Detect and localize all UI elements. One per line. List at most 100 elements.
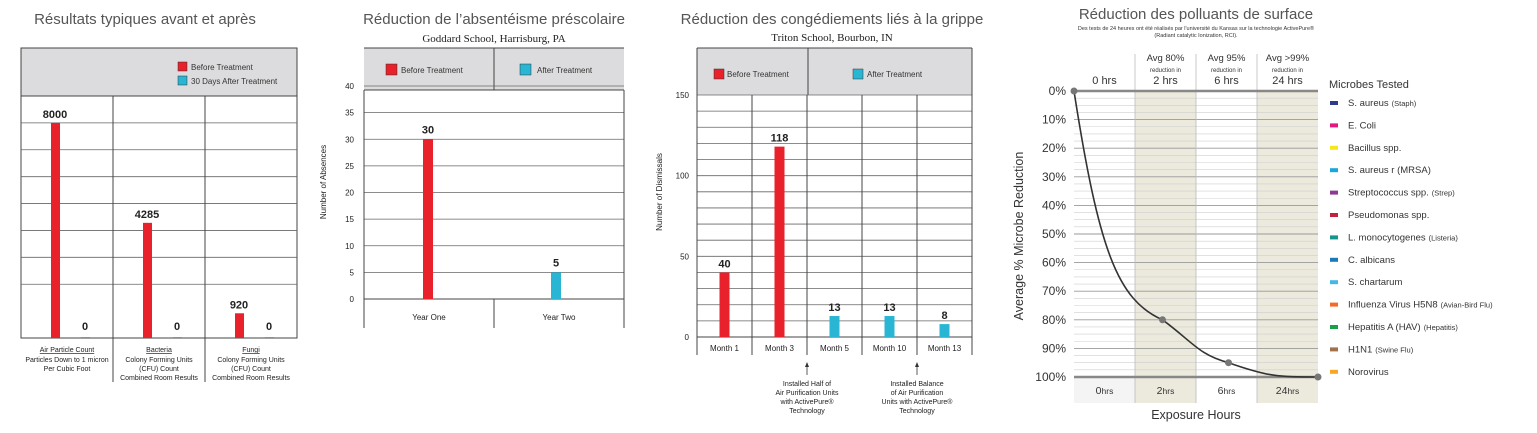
x-tick-label: Month 10 [873,344,907,353]
bar [884,316,895,337]
category-description: Combined Room Results [212,375,290,382]
x-tick-label: 24hrs [1276,385,1300,397]
legend-label: 30 Days After Treatment [191,77,278,86]
x-tick-label: Year One [412,313,446,322]
microbe-name: E. Coli [1348,120,1376,131]
y-tick-label: 70% [1042,284,1066,298]
chart-subtitle: Des tests de 24 heures ont été réalisés … [1078,25,1314,32]
column-header: Avg 80% [1147,53,1185,64]
microbe-note: (Strep) [1432,189,1455,198]
bar [719,272,730,337]
legend-swatch [1330,123,1338,128]
legend-label: Before Treatment [191,63,254,72]
annotation-text: Installed Half of [783,381,831,388]
y-tick-label: 150 [676,91,690,100]
legend-header [697,48,972,95]
data-label: 920 [230,299,248,311]
microbe-note: (Hepatitis) [1424,323,1459,332]
x-tick-label: Month 13 [928,344,962,353]
legend-label: S. chartarum [1348,277,1402,288]
x-tick-label: 2hrs [1157,385,1175,397]
y-tick-label: 35 [345,109,354,118]
data-label: 5 [553,257,559,269]
legend-header [21,48,297,96]
bar [829,316,840,337]
x-tick-unit: hrs [1102,386,1114,396]
data-label: 0 [266,321,272,333]
x-tick-value: 2 [1157,385,1163,397]
y-tick-label: 0 [685,333,690,342]
annotation-text: of Air Purification [891,390,944,397]
microbe-name: S. aureus r (MRSA) [1348,165,1431,176]
microbe-name: Hepatitis A (HAV) [1348,322,1421,333]
legend-label: H1N1 (Swine Flu) [1348,344,1414,355]
microbe-name: Norovirus [1348,367,1389,378]
y-tick-label: 90% [1042,341,1066,355]
y-tick-label: 25 [345,162,354,171]
y-tick-label: 10% [1042,113,1066,127]
y-tick-label: 100 [676,172,690,181]
bar [173,337,182,338]
legend-swatch [385,63,398,76]
legend-swatch [519,63,532,76]
y-tick-label: 0% [1049,84,1067,98]
annotation-text: Air Purification Units [775,390,839,397]
annotation-arrowhead [915,362,919,367]
y-tick-label: 20 [345,189,354,198]
microbe-note: (Swine Flu) [1375,345,1413,354]
legend-label: Pseudomonas spp. [1348,210,1429,221]
curve-point [1070,87,1078,95]
legend-label: Streptococcus spp. (Strep) [1348,188,1455,199]
annotation-text: Technology [899,408,935,415]
y-tick-label: 30% [1042,170,1066,184]
category-description: Colony Forming Units [125,357,193,364]
legend-label: Hepatitis A (HAV) (Hepatitis) [1348,322,1458,333]
legend-label: E. Coli [1348,120,1376,131]
x-tick-label: Year Two [543,313,576,322]
legend-label: Influenza Virus H5N8 (Avian-Bird Flu) [1348,300,1493,311]
x-tick-label: Month 5 [820,344,849,353]
annotation-text: Units with ActivePure® [882,398,954,406]
y-axis-label: Number of Dismissals [655,153,664,231]
legend-swatch [1330,257,1338,262]
legend-swatch [1330,325,1338,329]
chart-subtitle: (Radiant catalytic Ionization, RCI). [1154,33,1238,39]
legend-swatch [1330,168,1338,173]
curve-point [1314,373,1322,381]
x-tick-label: 0hrs [1096,385,1114,397]
bar [939,324,950,337]
annotation-text: Installed Balance [890,381,943,388]
microbe-name: S. aureus [1348,98,1389,109]
y-tick-label: 100% [1035,370,1066,384]
chart-title: Réduction des polluants de surface [1079,6,1313,23]
category-description: Per Cubic Foot [44,366,91,373]
legend-label: Before Treatment [727,70,790,79]
column-header-hours: 0 hrs [1092,75,1117,87]
chart-subtitle: Goddard School, Harrisburg, PA [422,33,565,45]
legend-swatch [1330,280,1338,285]
y-tick-label: 50 [680,252,689,261]
microbe-note: (Staph) [1392,99,1417,108]
chart-subtitle: Triton School, Bourbon, IN [771,32,893,44]
y-tick-label: 5 [350,268,355,277]
bar [423,139,433,299]
y-tick-label: 20% [1042,141,1066,155]
column-header: Avg 95% [1208,53,1246,64]
y-tick-label: 40 [345,82,354,91]
x-tick-value: 24 [1276,385,1288,397]
legend-swatch [1330,302,1338,307]
legend-swatch [1330,190,1338,195]
data-label: 8000 [43,109,67,121]
microbe-name: Bacillus spp. [1348,143,1401,154]
y-tick-label: 30 [345,135,354,144]
legend-label: After Treatment [867,70,923,79]
legend-label: C. albicans [1348,255,1395,266]
legend-label: After Treatment [537,66,593,75]
bar [551,272,561,299]
legend-label: Bacillus spp. [1348,143,1401,154]
y-tick-label: 40% [1042,198,1066,212]
x-tick-unit: hrs [1224,386,1236,396]
column-header-hours: 2 hrs [1153,75,1178,87]
microbe-name: Pseudomonas spp. [1348,210,1429,221]
legend-label: Before Treatment [401,66,464,75]
